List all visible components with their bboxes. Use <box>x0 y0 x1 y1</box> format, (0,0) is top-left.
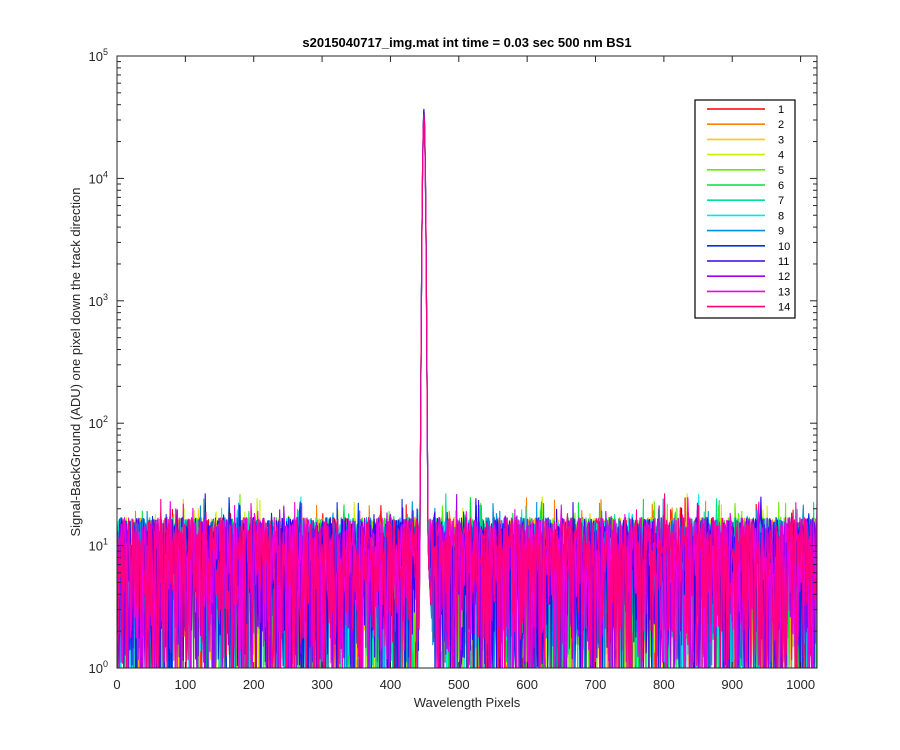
x-axis: 0 100 200 300 400 500 600 700 800 900 1000 <box>113 56 815 692</box>
legend-label: 9 <box>778 226 784 238</box>
x-tick-label: 200 <box>243 677 265 692</box>
legend-label: 5 <box>778 165 784 177</box>
x-tick-label: 900 <box>721 677 743 692</box>
x-tick-label: 700 <box>585 677 607 692</box>
legend-label: 8 <box>778 210 784 222</box>
legend-label: 12 <box>778 271 790 283</box>
legend-label: 7 <box>778 195 784 207</box>
x-tick-label: 500 <box>448 677 470 692</box>
legend-label: 10 <box>778 241 790 253</box>
legend-label: 4 <box>778 150 784 162</box>
y-tick-label: 101 <box>89 537 108 554</box>
x-tick-label: 300 <box>311 677 333 692</box>
y-tick-label: 105 <box>89 47 108 64</box>
x-tick-label: 1000 <box>786 677 815 692</box>
y-tick-label: 103 <box>89 292 108 309</box>
legend-label: 6 <box>778 180 784 192</box>
axes-box <box>116 55 818 669</box>
y-axis-label: Signal-BackGround (ADU) one pixel down t… <box>68 187 83 536</box>
legend-box <box>694 99 796 319</box>
legend-label: 2 <box>778 119 784 131</box>
y-tick-label: 104 <box>89 169 108 186</box>
legend-label: 14 <box>778 302 790 314</box>
x-axis-label: Wavelength Pixels <box>414 695 521 710</box>
legend-label: 11 <box>778 256 789 268</box>
x-tick-label: 0 <box>113 677 120 692</box>
legend-label: 1 <box>778 104 784 116</box>
x-tick-label: 800 <box>653 677 675 692</box>
y-tick-label: 102 <box>89 414 108 431</box>
legend-label: 3 <box>778 134 784 146</box>
legend-label: 13 <box>778 286 790 298</box>
x-tick-label: 400 <box>380 677 402 692</box>
y-tick-label: 100 <box>89 659 108 676</box>
x-tick-label: 600 <box>516 677 538 692</box>
x-tick-label: 100 <box>175 677 197 692</box>
series-line-14 <box>117 114 818 669</box>
chart-title: s2015040717_img.mat int time = 0.03 sec … <box>302 35 631 50</box>
